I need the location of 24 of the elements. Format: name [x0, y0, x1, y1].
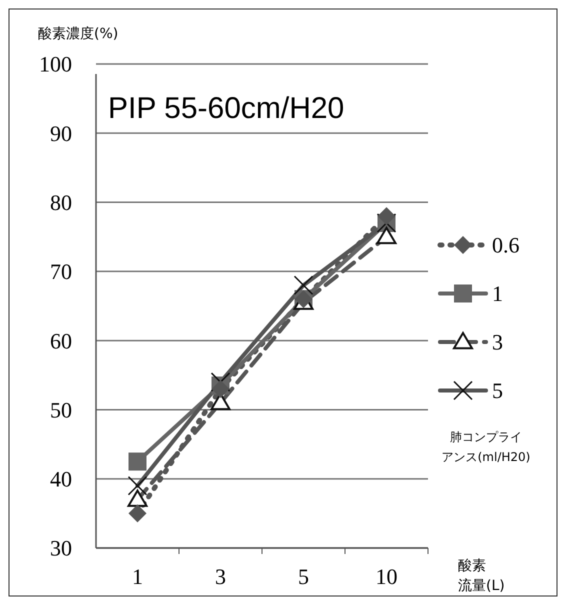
point	[128, 452, 146, 471]
legend-title: 肺コンプライアンス(ml/H20)	[442, 430, 530, 464]
y-tick-label: 60	[50, 328, 72, 354]
y-tick-label: 90	[50, 120, 72, 146]
legend-label: 5	[492, 378, 503, 404]
point	[212, 380, 230, 398]
y-tick-label: 70	[50, 259, 72, 284]
y-axis-title: 酸素濃度(%)	[38, 26, 118, 42]
x-tick-label: 3	[215, 564, 226, 589]
y-tick-label: 40	[50, 466, 72, 492]
x-tick-label: 1	[132, 564, 143, 589]
text: PIP 55-60cm/H20	[108, 92, 344, 125]
legend-label: 0.6	[492, 232, 520, 258]
legend-label: 3	[492, 330, 503, 355]
y-tick-label: 50	[50, 397, 72, 422]
point	[378, 207, 396, 226]
point	[128, 504, 146, 522]
x-axis-title: 酸素流量(L)	[458, 558, 505, 594]
legend-label: 1	[492, 281, 503, 306]
x-tick-label: 5	[298, 564, 309, 589]
y-tick-label: 80	[50, 190, 72, 215]
y-tick-label: 100	[39, 52, 72, 77]
y-tick-label: 30	[50, 536, 72, 561]
x-tick-label: 10	[376, 564, 398, 589]
